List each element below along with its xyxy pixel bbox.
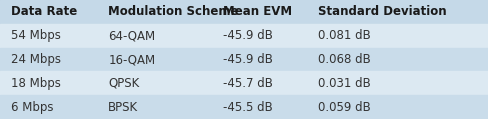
Text: 64-QAM: 64-QAM (108, 29, 156, 42)
Text: 18 Mbps: 18 Mbps (11, 77, 61, 90)
Text: -45.7 dB: -45.7 dB (223, 77, 273, 90)
Bar (0, 71, 488, 95)
Bar (0, 24, 488, 48)
Text: 6 Mbps: 6 Mbps (11, 101, 53, 114)
Text: 0.068 dB: 0.068 dB (318, 53, 371, 66)
Bar (0, 0, 488, 24)
Text: Standard Deviation: Standard Deviation (318, 5, 447, 18)
Text: -45.5 dB: -45.5 dB (223, 101, 273, 114)
Text: -45.9 dB: -45.9 dB (223, 29, 273, 42)
Text: BPSK: BPSK (108, 101, 139, 114)
Text: Data Rate: Data Rate (11, 5, 77, 18)
Text: -45.9 dB: -45.9 dB (223, 53, 273, 66)
Text: 0.081 dB: 0.081 dB (318, 29, 371, 42)
Text: 54 Mbps: 54 Mbps (11, 29, 61, 42)
Text: 0.031 dB: 0.031 dB (318, 77, 371, 90)
Bar (0, 48, 488, 71)
Text: 0.059 dB: 0.059 dB (318, 101, 371, 114)
Text: QPSK: QPSK (108, 77, 140, 90)
Text: 24 Mbps: 24 Mbps (11, 53, 61, 66)
Text: 16-QAM: 16-QAM (108, 53, 156, 66)
Text: Mean EVM: Mean EVM (223, 5, 292, 18)
Bar (0, 95, 488, 119)
Text: Modulation Scheme: Modulation Scheme (108, 5, 239, 18)
